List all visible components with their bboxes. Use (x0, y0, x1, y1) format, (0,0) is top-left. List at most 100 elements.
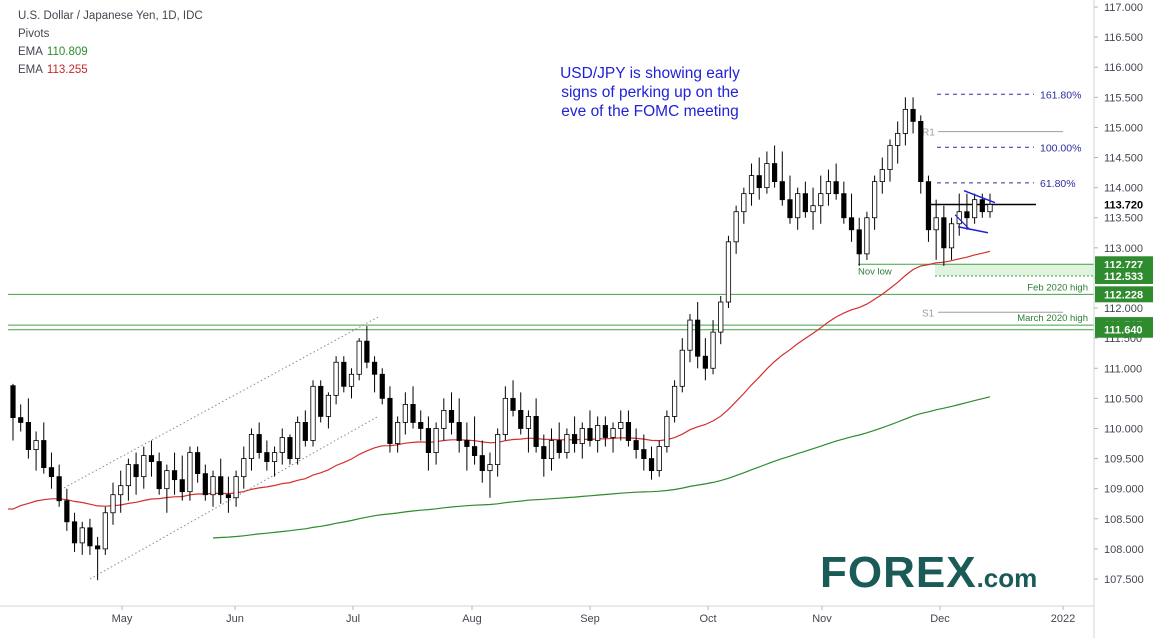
pivot-label: R1 (922, 128, 935, 139)
ema-label: EMA (18, 46, 43, 58)
candle-down (341, 361, 347, 387)
candle-down (518, 410, 524, 429)
candle-down (218, 476, 224, 496)
y-tick-label: 109.500 (1104, 454, 1144, 466)
candle-up (141, 455, 147, 478)
candle-up (902, 108, 908, 134)
candle-up (810, 205, 816, 213)
candle-up (325, 394, 332, 417)
candle-down (695, 319, 701, 357)
x-tick-label: 2022 (1051, 613, 1075, 625)
y-tick-label: 116.000 (1104, 62, 1143, 74)
candle-down (41, 440, 47, 469)
candle-down (925, 181, 932, 231)
candle-down (256, 434, 262, 453)
candle-down (410, 403, 416, 423)
candle-down (133, 464, 139, 478)
candle-up (271, 452, 278, 462)
nov-low-zone (935, 264, 1094, 276)
candle-up (795, 193, 801, 219)
ema-slow-line (212, 396, 991, 539)
candle-down (156, 461, 162, 490)
candle-down (833, 181, 839, 195)
candle-down (756, 175, 762, 189)
candle-up (710, 331, 716, 369)
candle-down (771, 163, 778, 183)
candle-up (495, 434, 501, 466)
candle-up (402, 403, 408, 423)
candle-up (748, 175, 755, 195)
candle-up (733, 211, 739, 243)
x-tick-label: Aug (462, 613, 482, 625)
candle-down (71, 521, 78, 544)
fib-label: 100.00% (1040, 142, 1081, 154)
candle-up (956, 211, 962, 225)
candle-down (702, 355, 708, 369)
candle-up (279, 437, 285, 453)
candle-down (179, 479, 185, 493)
ema-fast-legend: EMA 110.809 (18, 46, 88, 58)
candle-down (56, 476, 62, 502)
price-badge-bg (1095, 321, 1153, 338)
zone-label: Nov low (858, 266, 892, 277)
price-badge-bg (1095, 267, 1153, 284)
candle-up (164, 470, 170, 490)
candle-up (887, 145, 893, 170)
candle-down (979, 199, 985, 213)
candle-down (387, 397, 393, 444)
y-tick-label: 110.000 (1104, 423, 1143, 435)
y-tick-label: 113.000 (1104, 243, 1143, 255)
x-tick-label: Nov (812, 613, 832, 625)
candle-up (241, 458, 247, 478)
x-tick-label: Jul (346, 613, 360, 625)
chart-overlays (954, 189, 996, 234)
x-tick-label: May (112, 613, 133, 625)
candle-up (879, 169, 885, 183)
x-tick-label: Oct (699, 613, 716, 625)
price-badge-bg (1095, 196, 1153, 213)
candle-up (679, 349, 685, 387)
candle-down (625, 422, 632, 441)
y-tick-label: 116.500 (1104, 32, 1143, 44)
candle-down (448, 410, 455, 423)
candle-up (656, 446, 662, 472)
candle-down (195, 452, 201, 475)
time-axis: May Jun Jul Aug Sep Oct Nov Dec 2022 (0, 605, 1094, 625)
candle-up (987, 204, 993, 213)
chart-title: U.S. Dollar / Japanese Yen, 1D, IDC (18, 10, 203, 22)
candle-down (148, 455, 155, 462)
candle-up (595, 425, 601, 441)
price-badge: 112.533 (1104, 271, 1143, 283)
x-tick-label: Dec (930, 613, 950, 625)
candle-down (202, 473, 208, 496)
candle-up (433, 428, 439, 453)
price-axis: 117.000 116.500 116.000 115.500 115.000 114.5… (1093, 0, 1163, 638)
channel-upper-line (56, 316, 379, 493)
candle-down (802, 193, 808, 213)
candle-down (587, 428, 593, 441)
candle-up (687, 319, 693, 351)
candle-down (10, 385, 16, 419)
candle-down (64, 500, 70, 523)
fib-label: 161.80% (1040, 89, 1081, 101)
candle-up (118, 485, 124, 496)
ema-slow-legend: EMA 113.255 (18, 64, 88, 76)
candle-down (533, 416, 539, 447)
y-tick-label: 108.500 (1104, 514, 1144, 526)
candle-up (564, 434, 570, 453)
candle-down (510, 397, 516, 411)
candle-up (333, 361, 339, 396)
candle-down (48, 467, 55, 478)
candle-down (633, 440, 639, 450)
candle-down (910, 108, 916, 122)
candle-up (579, 428, 585, 444)
ema-fast-value: 110.809 (46, 46, 88, 58)
y-tick-label: 111.000 (1104, 363, 1142, 375)
candle-down (918, 121, 924, 183)
candle-down (287, 437, 293, 459)
candle-down (541, 446, 547, 459)
candle-down (318, 385, 324, 417)
candle-up (818, 193, 824, 207)
y-tick-label: 117.000 (1104, 2, 1143, 14)
